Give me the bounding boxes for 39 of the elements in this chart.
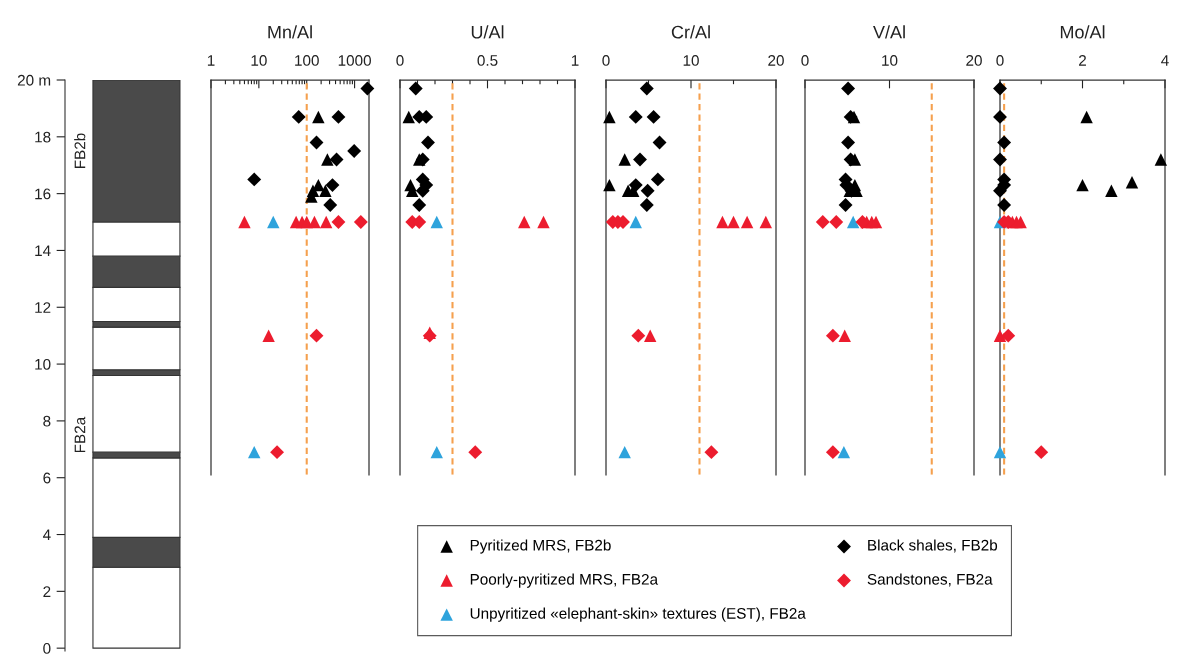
x-tick-label: 0 xyxy=(396,55,404,66)
x-tick-label: 10 xyxy=(683,55,699,66)
x-tick-label: 20 xyxy=(768,55,784,66)
y-tick-label: 4 xyxy=(42,529,51,541)
legend-label: Pyritized MRS, FB2b xyxy=(470,539,611,554)
chart-title: Mo/Al xyxy=(1060,25,1105,39)
y-tick-label: 0 xyxy=(43,643,51,654)
x-tick-label: 1000 xyxy=(338,55,371,66)
y-tick-label: 18 xyxy=(35,131,51,143)
y-tick-label: 12 xyxy=(35,302,51,313)
chart-title: Mn/Al xyxy=(268,25,312,39)
y-tick-label: 14 xyxy=(35,245,51,256)
chart-title: Cr/Al xyxy=(671,25,710,39)
x-tick-label: 2 xyxy=(1079,55,1086,66)
legend-label: Unpyritized «elephant-skin» textures (EST), FB2a xyxy=(470,607,806,622)
x-tick-label: 100 xyxy=(295,55,319,66)
legend-label: Black shales, FB2b xyxy=(868,539,998,553)
legend-label: Sandstones, FB2a xyxy=(867,573,993,587)
text: FB2b xyxy=(74,133,86,169)
text: FB2a xyxy=(74,416,86,453)
y-tick-label: 2 xyxy=(43,586,51,597)
y-tick-label: 16 xyxy=(35,188,51,200)
x-tick-label: 0 xyxy=(996,55,1004,66)
x-tick-label: 0.5 xyxy=(477,55,498,66)
y-tick-label: 6 xyxy=(43,472,51,484)
chart-title: U/Al xyxy=(471,25,504,39)
x-tick-label: 10 xyxy=(882,55,898,66)
x-tick-label: 10 xyxy=(251,55,267,66)
x-tick-label: 0 xyxy=(602,55,610,66)
x-tick-label: 4 xyxy=(1161,55,1169,66)
y-tick-label: 10 xyxy=(35,358,51,370)
y-tick-label: 20 m xyxy=(17,74,51,86)
y-tick-label: 8 xyxy=(43,415,51,427)
x-tick-label: 1 xyxy=(571,55,579,66)
x-tick-label: 20 xyxy=(966,55,982,66)
x-tick-label: 0 xyxy=(801,55,809,66)
x-tick-label: 1 xyxy=(207,55,215,66)
legend-label: Poorly-pyritized MRS, FB2a xyxy=(470,573,659,588)
chart-title: V/Al xyxy=(873,25,905,39)
